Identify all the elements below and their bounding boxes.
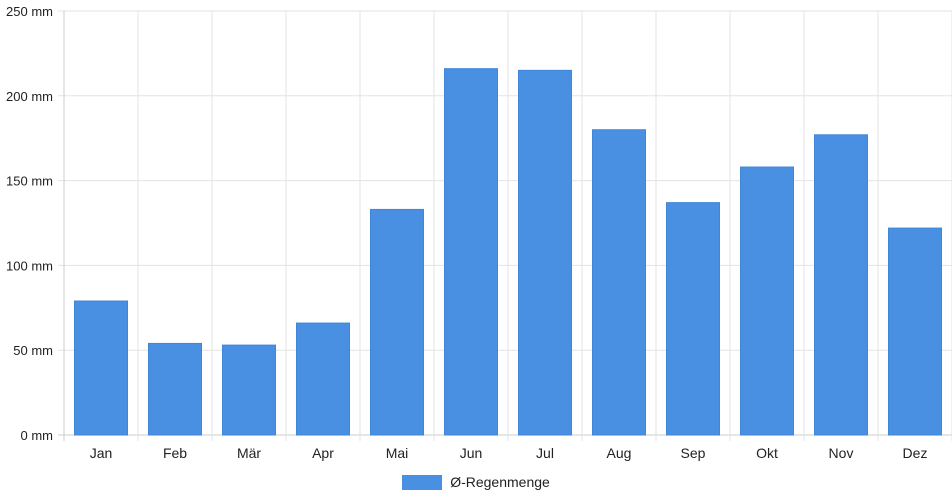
x-tick-label: Jun: [460, 445, 483, 461]
y-tick-label: 100 mm: [6, 258, 53, 273]
bar-mär: [222, 344, 276, 436]
bar-nov: [814, 134, 868, 436]
x-tick-label: Dez: [903, 445, 928, 461]
x-tick-label: Sep: [681, 445, 706, 461]
x-tick-label: Nov: [829, 445, 854, 461]
x-tick-label: Mai: [386, 445, 409, 461]
y-tick-label: 0 mm: [21, 428, 54, 443]
y-tick-label: 200 mm: [6, 89, 53, 104]
legend-swatch: [402, 474, 443, 490]
x-tick-label: Aug: [607, 445, 632, 461]
bar-dez: [888, 227, 942, 436]
bar-jun: [444, 68, 498, 436]
x-tick-label: Apr: [312, 445, 334, 461]
y-tick-label: 250 mm: [6, 4, 53, 19]
x-tick-label: Okt: [756, 445, 778, 461]
legend-label: Ø-Regenmenge: [450, 474, 550, 490]
x-tick-label: Jul: [536, 445, 554, 461]
x-tick-label: Mär: [237, 445, 261, 461]
bar-mai: [370, 208, 424, 436]
bar-jan: [74, 300, 128, 436]
bar-sep: [666, 202, 720, 436]
bar-apr: [296, 322, 350, 436]
bar-feb: [148, 342, 202, 436]
y-tick-label: 50 mm: [13, 343, 53, 358]
legend[interactable]: Ø-Regenmenge: [0, 470, 952, 494]
x-tick-label: Feb: [163, 445, 187, 461]
bar-jul: [518, 69, 572, 436]
bar-aug: [592, 129, 646, 436]
bar-okt: [740, 166, 794, 436]
chart-plot: 0 mm 50 mm 100 mm 150 mm 200 mm 250 mm Jan Feb M…: [6, 4, 952, 461]
y-tick-label: 150 mm: [6, 174, 53, 189]
x-tick-label: Jan: [90, 445, 113, 461]
